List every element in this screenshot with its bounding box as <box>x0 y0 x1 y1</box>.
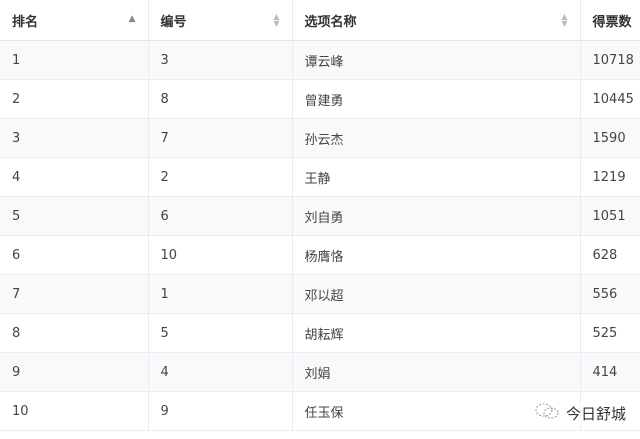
table-cell: 6 <box>148 196 293 236</box>
table-cell: 刘娟 <box>292 352 581 392</box>
table-cell: 2 <box>0 79 149 119</box>
column-header[interactable]: 得票数 <box>580 0 640 41</box>
table-cell: 628 <box>580 235 640 275</box>
table-cell: 7 <box>148 118 293 158</box>
table-cell: 4 <box>148 352 293 392</box>
table-row: 4 2 王静 1219 <box>0 157 640 197</box>
table-cell: 7 <box>0 274 149 314</box>
table-cell: 5 <box>148 313 293 353</box>
column-header[interactable]: 选项名称 ▲ ▼ <box>292 0 581 41</box>
table-row: 6 10 杨膺恪 628 <box>0 235 640 275</box>
table-cell: 4 <box>0 157 149 197</box>
table-row: 10 9 任玉保 <box>0 391 640 431</box>
table-cell: 邓以超 <box>292 274 581 314</box>
table-cell: 孙云杰 <box>292 118 581 158</box>
column-header[interactable]: 编号 ▲ ▼ <box>148 0 293 41</box>
table-cell: 10 <box>0 391 149 431</box>
table-cell: 刘自勇 <box>292 196 581 236</box>
table-cell: 10445 <box>580 79 640 119</box>
column-header-label: 排名 <box>12 14 39 30</box>
table-cell: 胡耘辉 <box>292 313 581 353</box>
table-cell: 1590 <box>580 118 640 158</box>
table-cell: 2 <box>148 157 293 197</box>
column-header[interactable]: 排名 ▲ <box>0 0 149 41</box>
table-row: 5 6 刘自勇 1051 <box>0 196 640 236</box>
table-cell: 525 <box>580 313 640 353</box>
table-cell: 曾建勇 <box>292 79 581 119</box>
table-row: 7 1 邓以超 556 <box>0 274 640 314</box>
table-cell: 3 <box>148 40 293 80</box>
table-cell: 王静 <box>292 157 581 197</box>
table-row: 8 5 胡耘辉 525 <box>0 313 640 353</box>
column-header-label: 得票数 <box>592 14 632 30</box>
table-row: 9 4 刘娟 414 <box>0 352 640 392</box>
table-cell: 10 <box>148 235 293 275</box>
sort-icon[interactable]: ▲ ▼ <box>273 12 280 28</box>
table-cell: 9 <box>0 352 149 392</box>
table-cell: 谭云峰 <box>292 40 581 80</box>
table-cell: 6 <box>0 235 149 275</box>
table-cell: 3 <box>0 118 149 158</box>
column-header-label: 选项名称 <box>304 14 357 30</box>
watermark-text: 今日舒城 <box>565 404 626 423</box>
table-cell: 任玉保 <box>292 391 581 431</box>
table-cell: 1 <box>148 274 293 314</box>
table-cell: 1219 <box>580 157 640 197</box>
table-cell: 1051 <box>580 196 640 236</box>
table-cell: 5 <box>0 196 149 236</box>
table-cell: 414 <box>580 352 640 392</box>
table-cell: 9 <box>148 391 293 431</box>
table-row: 1 3 谭云峰 10718 <box>0 40 640 80</box>
sort-icon[interactable]: ▲ ▼ <box>561 12 568 28</box>
watermark: 今日舒城 <box>533 401 626 425</box>
column-header-label: 编号 <box>160 14 187 30</box>
table-cell: 杨膺恪 <box>292 235 581 275</box>
table-cell: 8 <box>148 79 293 119</box>
table-cell: 556 <box>580 274 640 314</box>
wechat-icon <box>534 401 560 425</box>
table-row: 3 7 孙云杰 1590 <box>0 118 640 158</box>
sort-icon[interactable]: ▲ <box>128 14 136 24</box>
table-row: 2 8 曾建勇 10445 <box>0 79 640 119</box>
table-cell: 8 <box>0 313 149 353</box>
table-cell: 1 <box>0 40 149 80</box>
table-cell: 10718 <box>580 40 640 80</box>
